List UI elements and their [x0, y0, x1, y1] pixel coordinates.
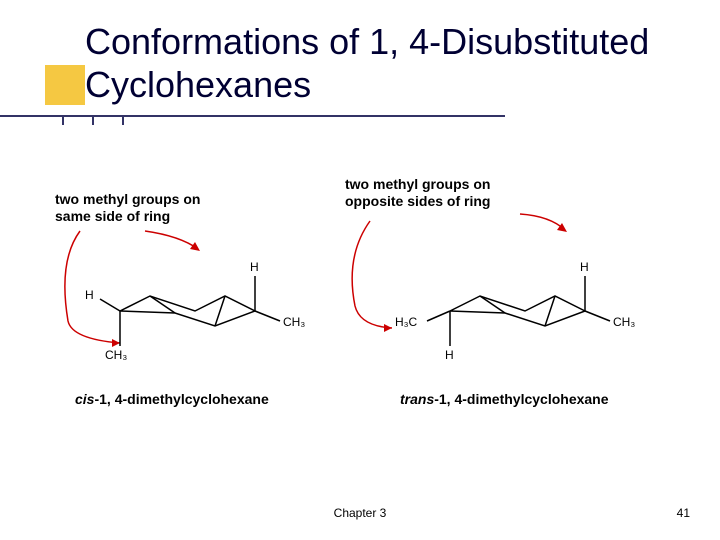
atom-H: H — [85, 288, 94, 302]
title-area: Conformations of 1, 4-Disubstituted Cycl… — [0, 0, 720, 106]
cis-rest: -1, 4-dimethylcyclohexane — [94, 391, 268, 407]
cis-name: cis-1, 4-dimethylcyclohexane — [75, 391, 269, 407]
title-underline — [0, 115, 505, 117]
right-label-text: two methyl groups on opposite sides of r… — [345, 176, 490, 209]
atom-H: H — [580, 260, 589, 274]
trans-rest: -1, 4-dimethylcyclohexane — [434, 391, 608, 407]
footer-chapter: Chapter 3 — [334, 506, 387, 520]
trans-prefix: trans — [400, 391, 434, 407]
atom-CH3: CH₃ — [105, 348, 127, 362]
page-title: Conformations of 1, 4-Disubstituted Cycl… — [0, 20, 720, 106]
footer-page: 41 — [677, 506, 690, 520]
trans-name: trans-1, 4-dimethylcyclohexane — [400, 391, 609, 407]
cis-molecule: H CH₃ H CH₃ — [75, 221, 305, 371]
left-label: two methyl groups on same side of ring — [55, 191, 215, 225]
atom-H: H — [250, 260, 259, 274]
cis-prefix: cis — [75, 391, 94, 407]
atom-CH3: CH₃ — [613, 315, 635, 329]
left-label-text: two methyl groups on same side of ring — [55, 191, 200, 224]
trans-molecule: H₃C H H CH₃ — [395, 221, 645, 371]
right-label: two methyl groups on opposite sides of r… — [345, 176, 515, 210]
atom-CH3: CH₃ — [283, 315, 305, 329]
atom-H: H — [445, 348, 454, 362]
atom-H3C: H₃C — [395, 315, 418, 329]
